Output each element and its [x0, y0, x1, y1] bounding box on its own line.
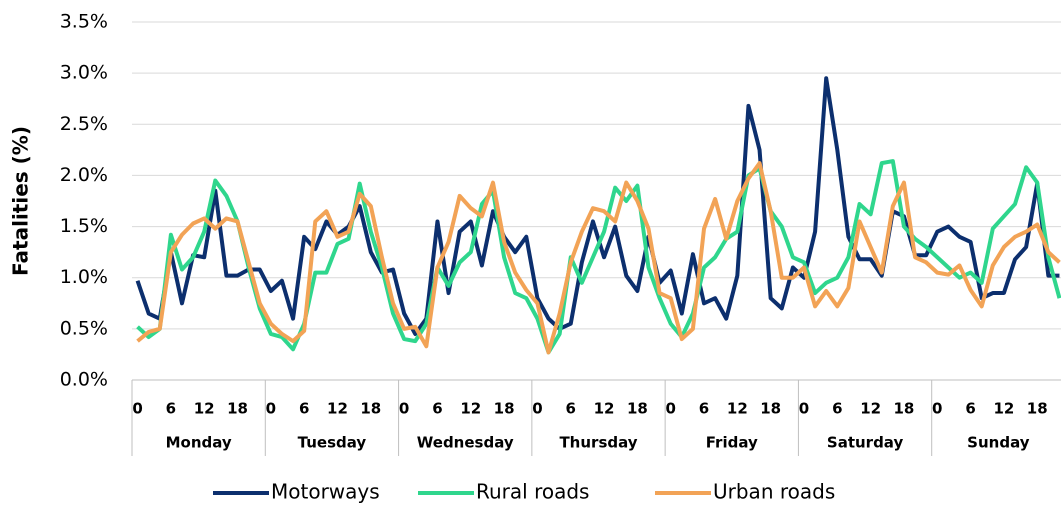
- x-tick-label: 6: [566, 400, 576, 418]
- x-tick-label: 6: [832, 400, 842, 418]
- x-tick-label: 18: [1027, 400, 1048, 418]
- day-label: Friday: [706, 434, 758, 452]
- x-tick-label: 18: [760, 400, 781, 418]
- x-tick-label: 18: [360, 400, 381, 418]
- x-tick-label: 0: [266, 400, 276, 418]
- x-tick-label: 12: [327, 400, 348, 418]
- y-tick-label: 2.0%: [60, 164, 108, 186]
- day-label: Tuesday: [298, 434, 367, 452]
- line-series: [136, 159, 1061, 355]
- x-tick-label: 12: [194, 400, 215, 418]
- legend-label: Rural roads: [476, 480, 589, 504]
- y-tick-label: 0.0%: [60, 369, 108, 391]
- x-tick-label: 0: [532, 400, 542, 418]
- legend-label: Motorways: [271, 480, 380, 504]
- x-tick-label: 0: [799, 400, 809, 418]
- y-tick-label: 1.0%: [60, 266, 108, 288]
- x-tick-label: 18: [494, 400, 515, 418]
- x-tick-label: 6: [965, 400, 975, 418]
- line-series: [135, 76, 1060, 336]
- line-series: [136, 161, 1061, 355]
- day-label: Wednesday: [417, 434, 514, 452]
- day-label: Saturday: [827, 434, 904, 452]
- x-tick-label: 0: [132, 400, 142, 418]
- x-tick-label: 18: [227, 400, 248, 418]
- legend-label: Urban roads: [713, 480, 835, 504]
- x-tick-label: 6: [432, 400, 442, 418]
- x-tick-label: 18: [627, 400, 648, 418]
- x-tick-label: 0: [932, 400, 942, 418]
- x-tick-label: 12: [594, 400, 615, 418]
- day-label: Sunday: [967, 434, 1030, 452]
- x-tick-label: 0: [399, 400, 409, 418]
- x-tick-label: 0: [665, 400, 675, 418]
- y-tick-label: 3.5%: [60, 11, 108, 33]
- day-label: Thursday: [559, 434, 637, 452]
- x-tick-label: 6: [299, 400, 309, 418]
- x-tick-label: 12: [727, 400, 748, 418]
- x-tick-label: 18: [894, 400, 915, 418]
- x-tick-label: 12: [993, 400, 1014, 418]
- y-tick-label: 0.5%: [60, 317, 108, 339]
- x-tick-label: 6: [699, 400, 709, 418]
- y-axis-label: Fatalities (%): [9, 126, 33, 276]
- x-tick-label: 12: [860, 400, 881, 418]
- y-tick-label: 2.5%: [60, 113, 108, 135]
- y-tick-label: 1.5%: [60, 215, 108, 237]
- y-tick-label: 3.0%: [60, 62, 108, 84]
- x-tick-label: 6: [166, 400, 176, 418]
- day-label: Monday: [166, 434, 232, 452]
- x-tick-label: 12: [460, 400, 481, 418]
